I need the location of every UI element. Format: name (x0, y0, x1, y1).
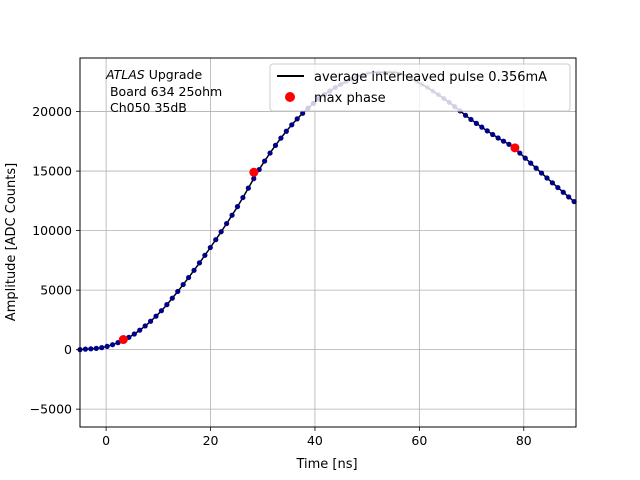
pulse-sample-point (99, 345, 105, 351)
x-tick-label: 80 (516, 433, 532, 448)
max-phase-point (249, 167, 259, 177)
pulse-sample-point (294, 116, 300, 122)
grid (80, 58, 576, 427)
pulse-sample-point (490, 131, 496, 138)
pulse-sample-point (555, 184, 561, 191)
pulse-sample-point (186, 274, 192, 281)
pulse-sample-point (468, 116, 474, 123)
y-tick-label: −5000 (30, 402, 72, 417)
pulse-sample-point (528, 160, 534, 166)
pulse-sample-point (196, 260, 203, 266)
pulse-sample-point (283, 128, 289, 134)
pulse-sample-point (251, 176, 257, 182)
x-tick-label: 0 (102, 433, 110, 448)
pulse-sample-point (224, 220, 230, 227)
x-tick-label: 60 (411, 433, 427, 448)
pulse-sample-point (175, 288, 181, 295)
pulse-sample-point (517, 150, 523, 156)
pulse-sample-point (300, 110, 306, 116)
pulse-sample-point (191, 267, 197, 273)
pulse-sample-point (82, 346, 89, 352)
legend-marker-swatch (285, 92, 295, 102)
pulse-sample-point (500, 138, 507, 144)
pulse-sample-point (289, 122, 295, 128)
pulse-sample-point (229, 212, 235, 218)
pulse-sample-point (180, 281, 186, 288)
annotation-upgrade: Upgrade (145, 67, 203, 82)
pulse-sample-point (202, 252, 208, 258)
max-phase-point (118, 335, 128, 345)
y-tick-label: 0 (64, 342, 72, 357)
pulse-sample-point (93, 345, 99, 351)
y-tick-label: 20000 (32, 104, 72, 119)
pulse-sample-point (245, 185, 251, 191)
pulse-sample-point (218, 229, 224, 235)
legend-line-label: average interleaved pulse 0.356mA (314, 70, 547, 85)
annotation-channel: Ch050 35dB (106, 100, 187, 115)
pulse-sample-point (560, 189, 566, 195)
pulse-sample-point (278, 135, 284, 141)
pulse-sample-point (267, 150, 273, 156)
pulse-sample-point (88, 346, 94, 352)
pulse-sample-point (544, 175, 550, 181)
pulse-sample-point (137, 327, 143, 333)
y-tick-label: 5000 (40, 283, 72, 298)
y-tick-label: 15000 (32, 164, 72, 179)
chart-annotation: ATLAS Upgrade Board 634 25ohm Ch050 35dB (105, 67, 222, 115)
pulse-sample-point (240, 194, 246, 201)
pulse-sample-point (207, 244, 213, 251)
pulse-sample-point (164, 302, 170, 308)
pulse-sample-point (213, 237, 219, 243)
y-axis-label: Amplitude [ADC Counts] (4, 163, 19, 321)
pulse-sample-point (169, 295, 175, 301)
y-tick-label: 10000 (32, 223, 72, 238)
pulse-sample-point (566, 194, 572, 200)
pulse-sample-point (533, 165, 539, 171)
legend-marker-label: max phase (314, 91, 386, 106)
pulse-sample-point (131, 331, 137, 337)
pulse-sample-point (109, 342, 116, 348)
max-phase-point (510, 143, 520, 153)
pulse-sample-point (262, 158, 268, 164)
max-phase-series (118, 143, 520, 345)
annotation-atlas: ATLAS (105, 67, 145, 82)
annotation-board: Board 634 25ohm (106, 84, 222, 99)
pulse-sample-point (147, 318, 154, 324)
x-axis-label: Time [ns] (295, 457, 357, 472)
pulse-sample-point (522, 155, 528, 161)
pulse-sample-point (142, 323, 148, 329)
pulse-sample-point (571, 198, 577, 205)
pulse-sample-point (158, 308, 165, 314)
plot-frame (79, 57, 577, 428)
pulse-sample-point (495, 135, 501, 141)
pulse-sample-point (462, 112, 469, 118)
pulse-sample-point (272, 142, 279, 148)
pulse-sample-point (104, 343, 110, 349)
legend: average interleaved pulse 0.356mA max ph… (269, 63, 571, 112)
pulse-sample-point (479, 124, 485, 130)
pulse-sample-point (538, 170, 545, 176)
legend-box (269, 63, 571, 112)
pulse-sample-point (549, 180, 556, 186)
pulse-sample-point (234, 204, 241, 210)
x-tick-label: 20 (203, 433, 219, 448)
svg-text:ATLAS Upgrade: ATLAS Upgrade (105, 67, 202, 82)
pulse-sample-point (484, 128, 490, 134)
pulse-sample-point (153, 313, 159, 319)
x-tick-label: 40 (307, 433, 323, 448)
pulse-sample-point (506, 141, 512, 147)
axis-ticks: 0 20 40 60 80 −5000 0 5000 10000 15000 20000 (30, 104, 532, 448)
pulse-sample-point (473, 120, 479, 126)
